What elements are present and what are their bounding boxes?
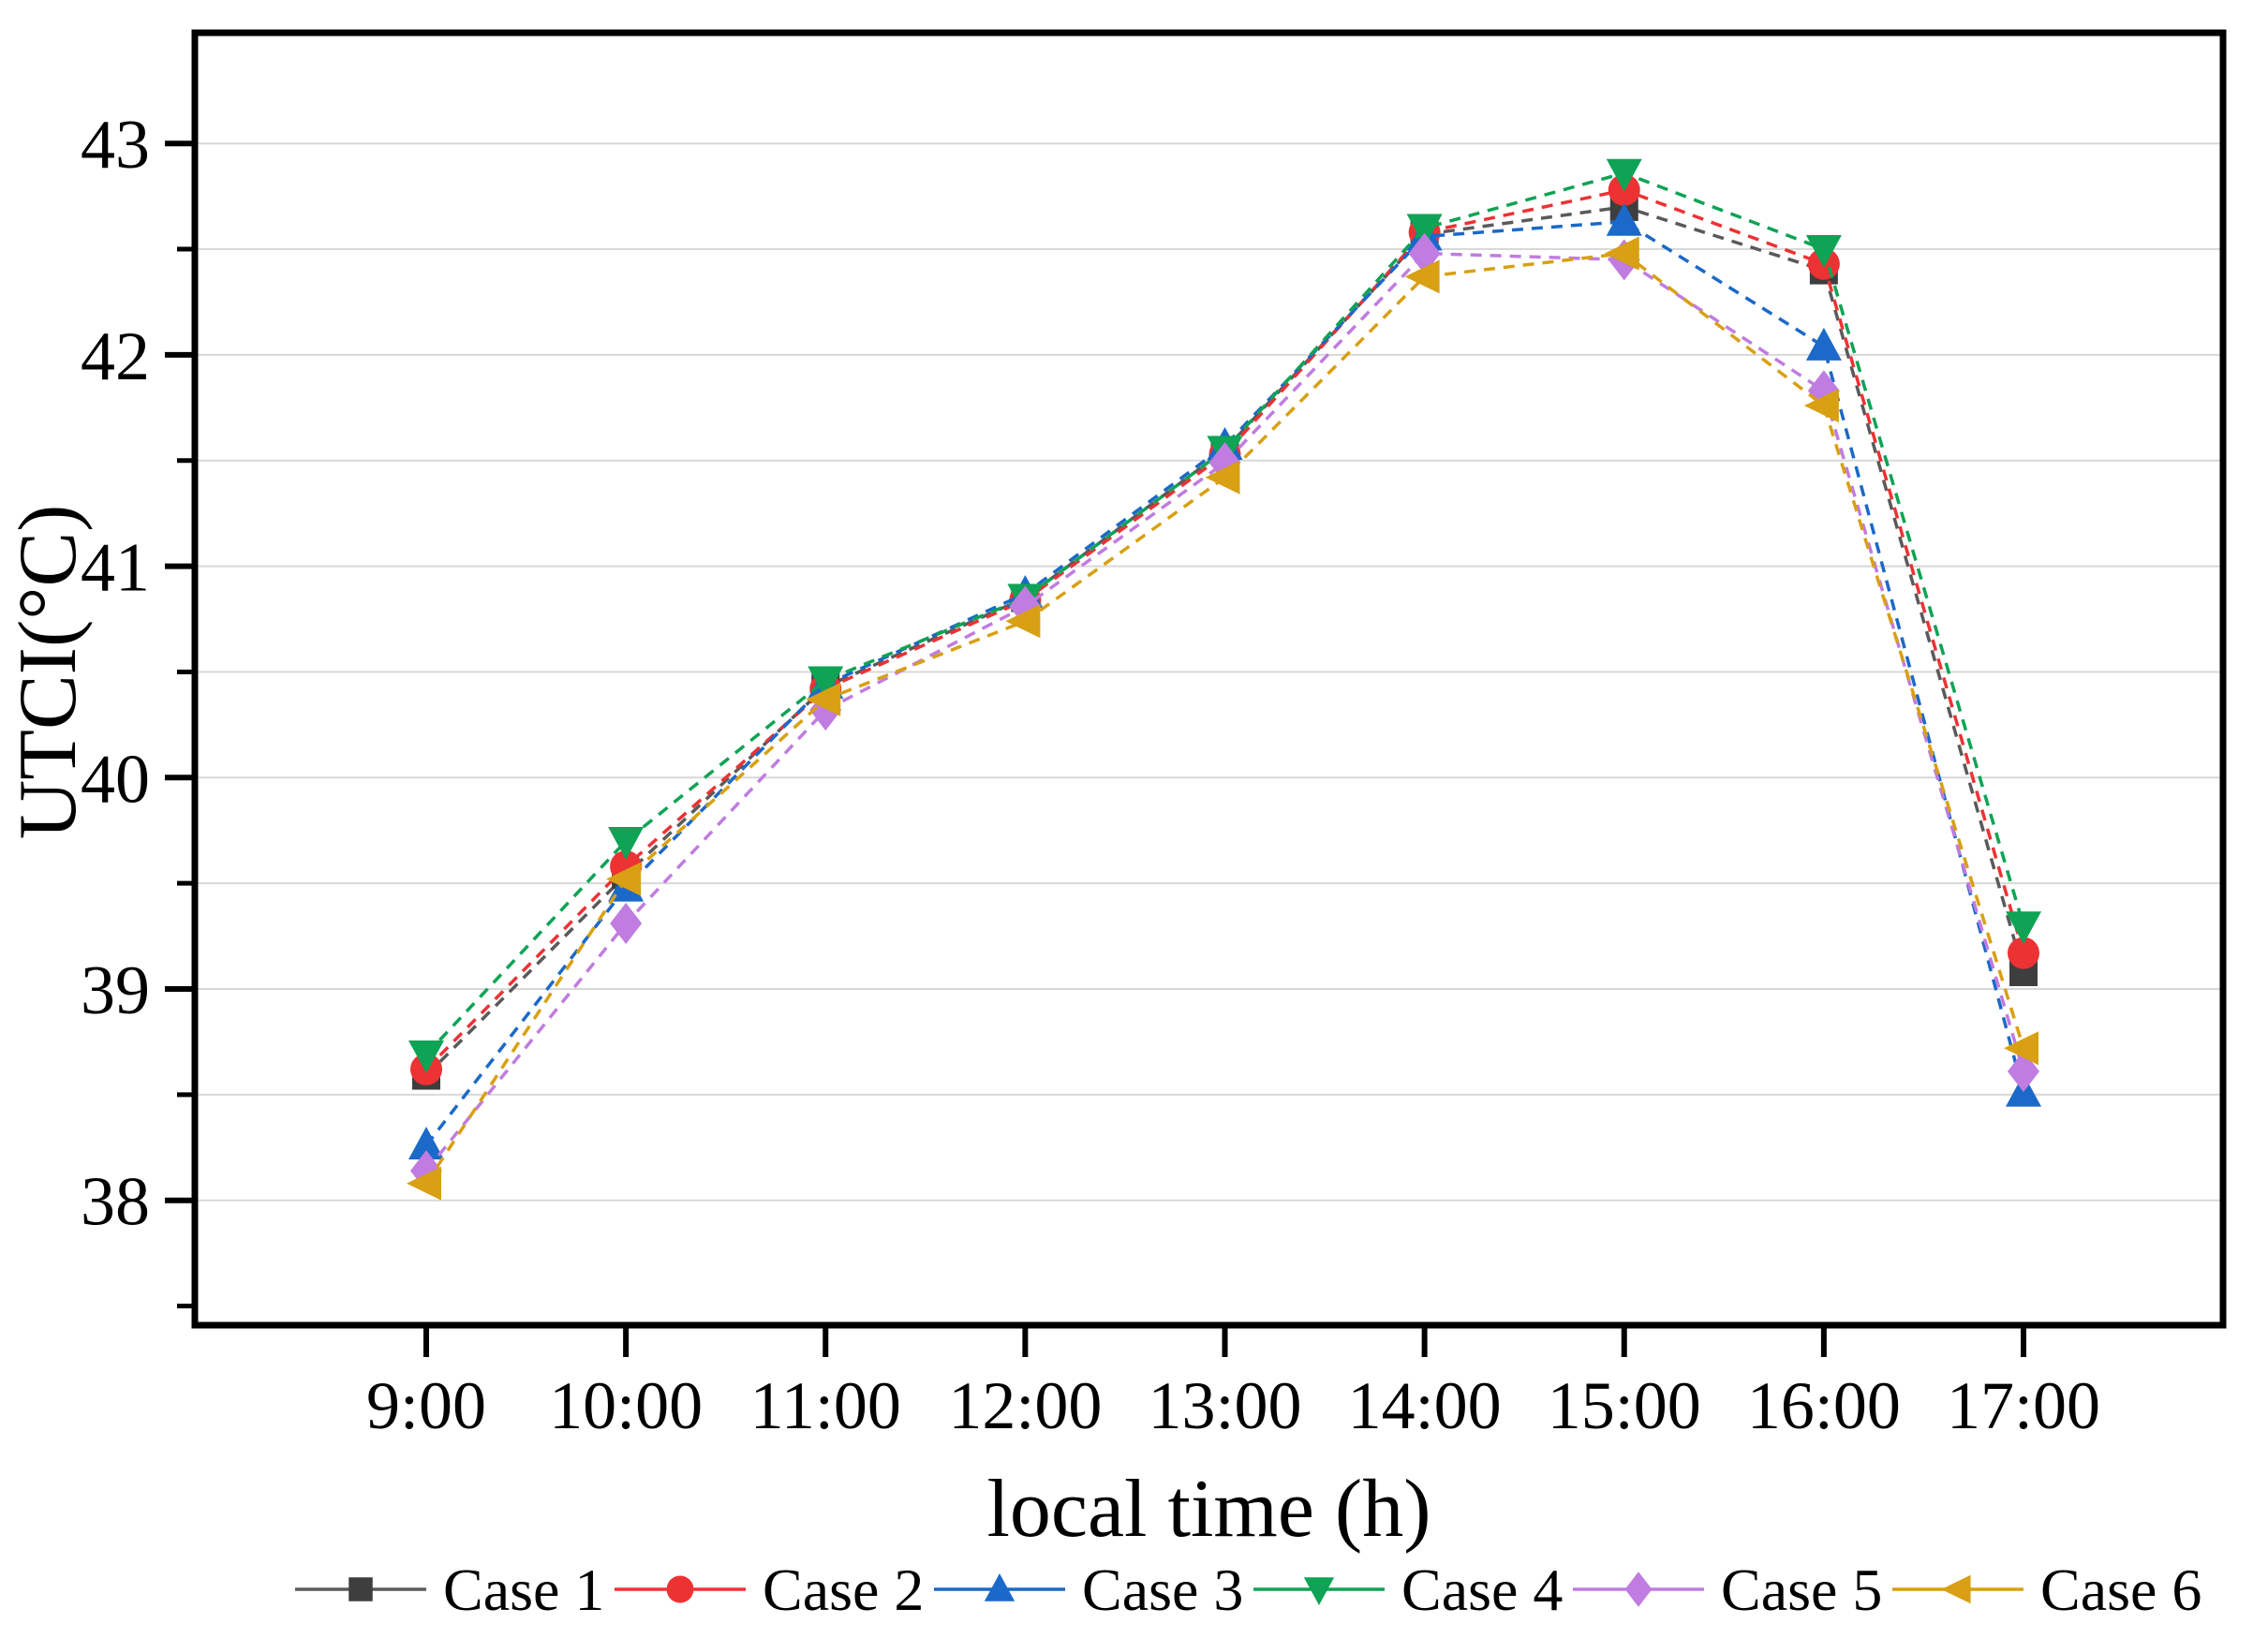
- x-tick-label-12:00: 12:00: [948, 1368, 1102, 1443]
- data-point-case-4-16:00: [1805, 235, 1842, 269]
- legend-label-case-6: Case 6: [2040, 1557, 2201, 1623]
- data-point-case-5-13:00: [1208, 442, 1241, 484]
- data-point-case-4-11:00: [808, 666, 844, 700]
- y-tick-label-43: 43: [81, 107, 150, 184]
- data-point-case-4-17:00: [2006, 911, 2041, 945]
- y-axis-title: UTCI(°C): [3, 505, 94, 840]
- data-point-case-4-15:00: [1606, 158, 1642, 192]
- x-tick-label-16:00: 16:00: [1747, 1368, 1901, 1443]
- data-point-case-4-9:00: [408, 1040, 444, 1073]
- plot-border: [191, 29, 2227, 1329]
- legend-marker-case-6: [1941, 1574, 1971, 1604]
- y-tick-label-42: 42: [81, 318, 150, 395]
- x-tick-label-13:00: 13:00: [1148, 1368, 1301, 1443]
- series-line-case-4: [424, 170, 2025, 1056]
- series-line-case-3: [424, 219, 2025, 1147]
- data-point-case-6-12:00: [1005, 604, 1041, 639]
- legend-marker-case-2: [666, 1575, 694, 1603]
- legend-marker-case-4: [1303, 1577, 1335, 1605]
- legend-marker-case-5: [1624, 1572, 1653, 1607]
- x-axis-title: local time (h): [986, 1464, 1430, 1555]
- x-tick-label-11:00: 11:00: [750, 1368, 901, 1443]
- series-line-case-2: [424, 188, 2025, 1070]
- data-point-case-6-14:00: [1404, 259, 1440, 294]
- data-point-case-3-15:00: [1606, 202, 1642, 236]
- legend-label-case-1: Case 1: [443, 1557, 604, 1623]
- x-tick-label-9:00: 9:00: [366, 1368, 486, 1443]
- data-point-case-6-17:00: [2004, 1031, 2038, 1066]
- legend-label-case-5: Case 5: [1721, 1557, 1882, 1623]
- x-tick-label-17:00: 17:00: [1947, 1368, 2100, 1443]
- data-point-case-6-11:00: [806, 682, 841, 716]
- y-tick-label-41: 41: [81, 530, 150, 607]
- legend-label-case-4: Case 4: [1401, 1557, 1563, 1623]
- data-point-case-3-9:00: [408, 1127, 444, 1160]
- series-line-case-5: [424, 251, 2025, 1173]
- data-point-case-4-14:00: [1406, 214, 1443, 247]
- data-point-case-6-9:00: [407, 1166, 441, 1201]
- x-tick-label-14:00: 14:00: [1348, 1368, 1502, 1443]
- data-point-case-3-16:00: [1805, 327, 1842, 361]
- legend-marker-case-3: [984, 1573, 1015, 1601]
- data-point-case-6-15:00: [1604, 236, 1639, 271]
- legend-label-case-3: Case 3: [1082, 1557, 1243, 1623]
- data-point-case-5-10:00: [610, 903, 643, 945]
- data-point-case-6-13:00: [1205, 460, 1240, 494]
- legend-marker-case-1: [348, 1577, 373, 1601]
- y-tick-label-38: 38: [81, 1164, 150, 1241]
- x-tick-label-10:00: 10:00: [549, 1368, 703, 1443]
- series-line-case-1: [424, 205, 2025, 1077]
- data-point-case-2-17:00: [2008, 937, 2039, 969]
- y-tick-label-39: 39: [81, 952, 150, 1029]
- data-point-case-6-10:00: [606, 862, 642, 896]
- series-line-case-6: [424, 251, 2025, 1185]
- data-point-case-6-16:00: [1803, 389, 1839, 423]
- data-point-case-4-10:00: [608, 827, 645, 861]
- legend-label-case-2: Case 2: [763, 1557, 924, 1623]
- x-tick-label-15:00: 15:00: [1548, 1368, 1701, 1443]
- y-tick-label-40: 40: [81, 741, 150, 818]
